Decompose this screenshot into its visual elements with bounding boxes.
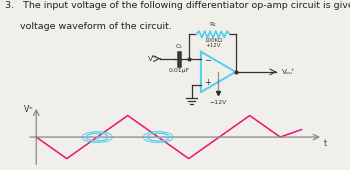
Text: +12V: +12V: [205, 43, 221, 48]
Text: R₁: R₁: [210, 22, 216, 27]
Text: 0.01μF: 0.01μF: [168, 69, 190, 73]
Text: voltage waveform of the circuit.: voltage waveform of the circuit.: [5, 22, 172, 31]
Text: −12V: −12V: [210, 100, 227, 105]
Text: −: −: [155, 133, 161, 142]
Text: C₁: C₁: [175, 44, 182, 49]
Text: −: −: [204, 56, 211, 65]
Text: +: +: [204, 78, 211, 87]
Text: 3.   The input voltage of the following differentiator op-amp circuit is given; : 3. The input voltage of the following di…: [5, 1, 350, 10]
Text: Vᴵⁿ: Vᴵⁿ: [23, 105, 33, 114]
Text: 100KΩ: 100KΩ: [204, 38, 222, 43]
Text: t: t: [324, 139, 327, 148]
Text: Vₒᵤᵗ: Vₒᵤᵗ: [282, 69, 295, 75]
Text: +: +: [94, 133, 100, 142]
Text: Vᴵⁿ: Vᴵⁿ: [148, 56, 157, 62]
